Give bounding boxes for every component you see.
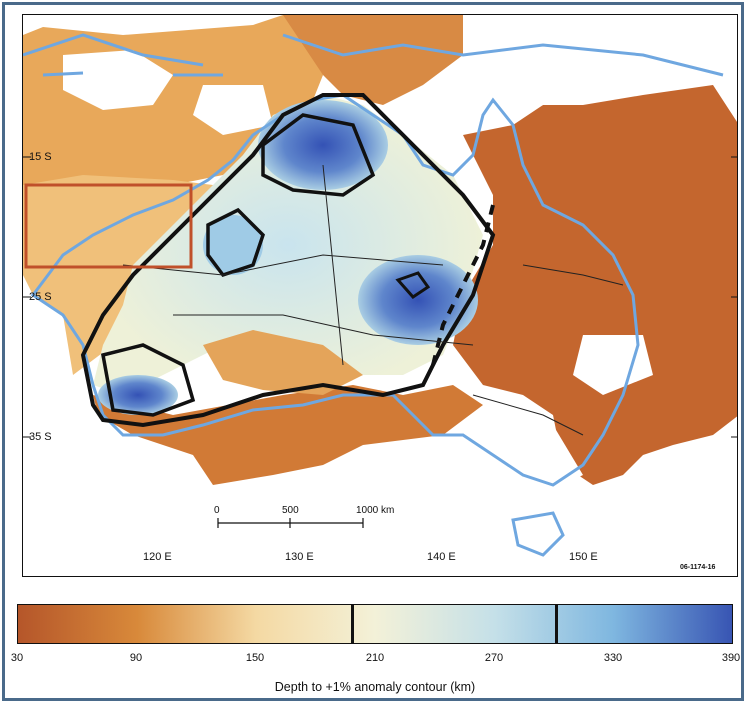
figure-frame xyxy=(2,2,744,701)
colorbar xyxy=(17,604,733,644)
lat-label-25s: 25 S xyxy=(29,291,52,303)
blue-anomaly-central xyxy=(203,215,263,275)
white-gap-south xyxy=(23,485,737,576)
scale-label-0: 0 xyxy=(214,505,220,516)
anomaly-field-east xyxy=(453,85,737,485)
island-coastlines xyxy=(23,33,223,77)
australia-coastline xyxy=(30,93,640,487)
contour-outer xyxy=(80,93,496,428)
scale-label-500: 500 xyxy=(282,505,299,516)
blue-anomaly-southwest xyxy=(98,375,178,415)
lon-label-120e: 120 E xyxy=(143,551,172,563)
contour-inner-west xyxy=(206,207,266,278)
colorbar-tick-390: 390 xyxy=(721,652,741,664)
contour-small-east xyxy=(395,271,431,299)
white-gap-nw xyxy=(63,50,173,110)
map-panel: 15 S 25 S 35 S 120 E 130 E 140 E 150 E 0… xyxy=(22,14,738,577)
orange-inner-patch xyxy=(203,330,363,395)
lon-label-150e: 150 E xyxy=(569,551,598,563)
contour-inner-south xyxy=(100,343,196,417)
lat-label-35s: 35 S xyxy=(29,431,52,443)
figure-id: 06-1174-16 xyxy=(680,564,716,571)
colorbar-boundary-200 xyxy=(351,605,354,643)
colorbar-tick-330: 330 xyxy=(603,652,623,664)
map-svg xyxy=(23,15,737,576)
blue-anomaly-east xyxy=(358,255,478,345)
colorbar-tick-270: 270 xyxy=(484,652,504,664)
lon-label-130e: 130 E xyxy=(285,551,314,563)
thin-boundary-lines xyxy=(122,164,624,436)
white-gap-se2 xyxy=(573,335,653,395)
study-area-box xyxy=(24,183,193,269)
new-guinea-coastline xyxy=(282,33,724,77)
colorbar-tick-210: 210 xyxy=(365,652,385,664)
anomaly-field-south xyxy=(93,385,483,485)
scale-label-1000: 1000 km xyxy=(356,505,395,516)
colorbar-gradient xyxy=(18,605,732,643)
contour-dashed-east xyxy=(431,204,495,366)
tasmania-coastline xyxy=(511,511,565,557)
colorbar-tick-30: 30 xyxy=(10,652,24,664)
white-gap-ne xyxy=(453,65,543,125)
anomaly-field-north-strip xyxy=(283,15,463,105)
lon-label-140e: 140 E xyxy=(427,551,456,563)
white-gap-se xyxy=(443,415,583,495)
colorbar-title: Depth to +1% anomaly contour (km) xyxy=(274,680,476,694)
white-gap-n xyxy=(193,85,273,135)
colorbar-boundary-300 xyxy=(555,605,558,643)
colorbar-tick-90: 90 xyxy=(129,652,143,664)
contour-inner-north xyxy=(261,113,376,197)
colorbar-tick-150: 150 xyxy=(245,652,265,664)
lat-label-15s: 15 S xyxy=(29,151,52,163)
